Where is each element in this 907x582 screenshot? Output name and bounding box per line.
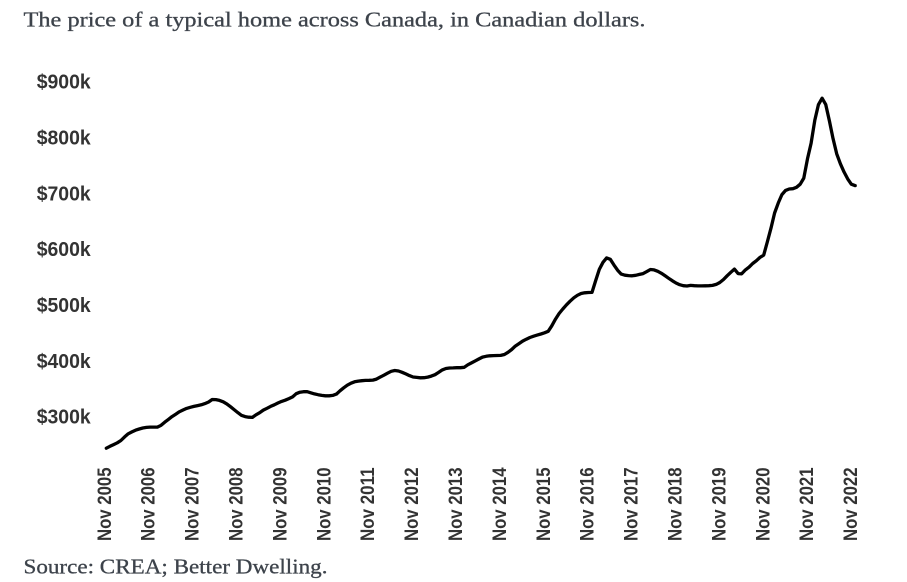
svg-text:$400k: $400k	[37, 350, 92, 373]
svg-text:Nov 2016: Nov 2016	[577, 467, 599, 541]
svg-text:Nov 2019: Nov 2019	[708, 467, 730, 541]
svg-text:Nov 2021: Nov 2021	[796, 467, 818, 541]
svg-text:Nov 2012: Nov 2012	[401, 467, 423, 541]
svg-text:Nov 2017: Nov 2017	[621, 468, 643, 542]
svg-text:Nov 2006: Nov 2006	[138, 467, 160, 541]
svg-text:Nov 2009: Nov 2009	[269, 467, 291, 541]
svg-text:Nov 2014: Nov 2014	[489, 467, 511, 541]
svg-text:Nov 2008: Nov 2008	[226, 467, 248, 541]
svg-text:Nov 2015: Nov 2015	[533, 467, 555, 541]
svg-text:$800k: $800k	[37, 126, 92, 149]
svg-text:Nov 2013: Nov 2013	[445, 467, 467, 541]
svg-text:Nov 2005: Nov 2005	[94, 467, 116, 541]
svg-text:Source: CREA; Better Dwelling.: Source: CREA; Better Dwelling.	[24, 555, 328, 579]
svg-text:Nov 2010: Nov 2010	[313, 467, 335, 541]
svg-text:The price of a typical home ac: The price of a typical home across Canad…	[24, 8, 646, 32]
svg-text:$600k: $600k	[37, 238, 92, 261]
svg-text:Nov 2007: Nov 2007	[182, 468, 204, 542]
svg-text:$700k: $700k	[37, 182, 92, 205]
svg-text:Nov 2011: Nov 2011	[357, 467, 379, 541]
svg-text:Nov 2018: Nov 2018	[665, 467, 687, 541]
svg-text:Nov 2022: Nov 2022	[840, 467, 862, 541]
svg-text:$500k: $500k	[37, 294, 92, 317]
svg-text:$300k: $300k	[37, 406, 92, 429]
svg-text:Nov 2020: Nov 2020	[752, 467, 774, 541]
svg-text:$900k: $900k	[37, 71, 92, 94]
